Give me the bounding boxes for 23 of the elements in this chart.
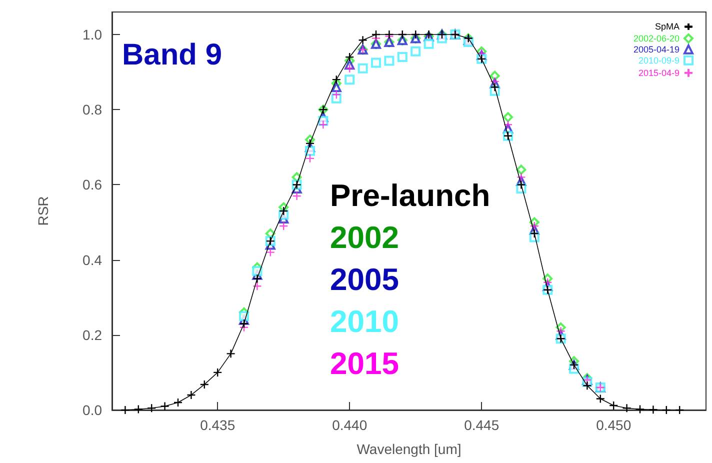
x-tick-label: 0.435	[200, 417, 236, 433]
annotation: Pre-launch	[330, 178, 490, 213]
y-tick-label: 0.8	[82, 102, 102, 118]
legend-label: 2010-09-9	[638, 55, 680, 66]
legend-label: 2002-06-20	[633, 33, 680, 44]
legend-label: 2005-04-19	[633, 44, 680, 54]
x-axis-title: Wavelength [um]	[356, 441, 462, 457]
annotation: Band 9	[122, 38, 222, 72]
x-tick-label: 0.445	[464, 417, 500, 433]
y-tick-label: 0.6	[82, 176, 102, 193]
legend-label: 2015-04-9	[638, 68, 680, 78]
annotation: 2005	[330, 262, 399, 297]
annotation: 2010	[330, 304, 399, 339]
legend-label: SpMA	[654, 22, 680, 32]
annotation: 2015	[330, 346, 399, 381]
annotation: 2002	[330, 220, 399, 255]
x-tick-label: 0.440	[332, 417, 368, 433]
x-tick-label: 0.450	[596, 417, 632, 433]
y-tick-label: 1.0	[82, 26, 102, 43]
y-tick-label: 0.2	[82, 326, 102, 343]
y-tick-label: 0.4	[82, 252, 102, 268]
y-tick-label: 0.0	[82, 402, 102, 418]
y-axis-title: RSR	[35, 196, 51, 226]
